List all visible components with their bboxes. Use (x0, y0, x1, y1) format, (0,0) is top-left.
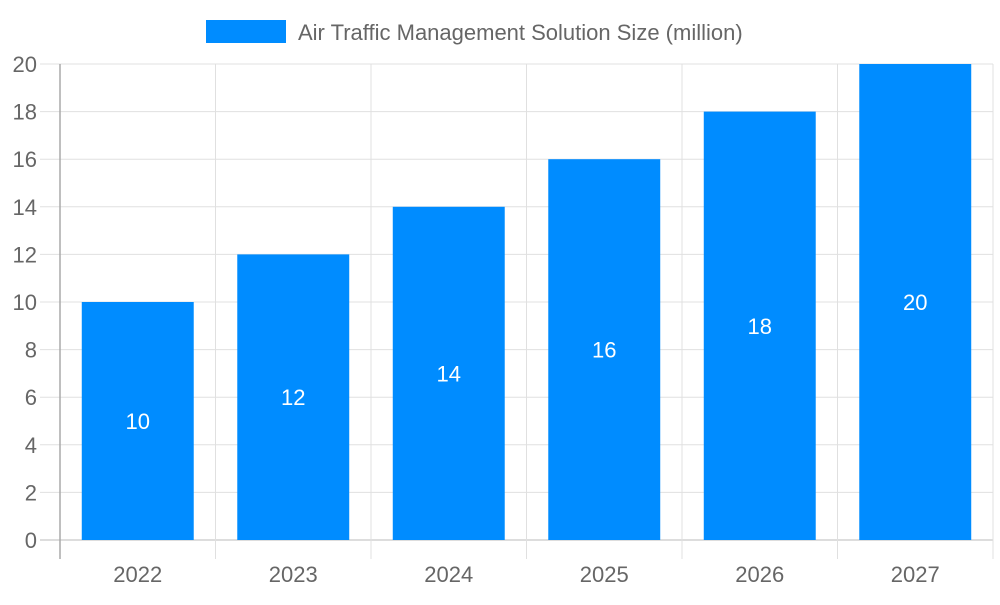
bar-2024 (392, 206, 505, 541)
legend-label: Air Traffic Management Solution Size (mi… (298, 20, 743, 45)
data-label: 16 (592, 338, 616, 363)
y-tick-label: 12 (13, 242, 37, 267)
x-tick-label: 2025 (580, 562, 629, 587)
y-tick-label: 10 (13, 290, 37, 315)
bar-2022 (81, 302, 194, 540)
y-tick-label: 6 (25, 385, 37, 410)
y-tick-label: 18 (13, 100, 37, 125)
bar-2025 (548, 159, 661, 540)
x-tick-label: 2023 (269, 562, 318, 587)
x-tick-label: 2024 (424, 562, 473, 587)
data-label: 20 (903, 290, 927, 315)
data-label: 12 (281, 385, 305, 410)
y-tick-label: 4 (25, 433, 37, 458)
y-tick-label: 16 (13, 147, 37, 172)
legend-swatch (206, 20, 286, 43)
y-tick-label: 2 (25, 480, 37, 505)
y-tick-label: 0 (25, 528, 37, 553)
data-label: 10 (126, 409, 150, 434)
y-tick-label: 20 (13, 52, 37, 77)
data-label: 18 (748, 314, 772, 339)
legend[interactable]: Air Traffic Management Solution Size (mi… (206, 20, 743, 45)
y-tick-label: 8 (25, 338, 37, 363)
bar-2023 (237, 254, 350, 540)
x-tick-label: 2022 (113, 562, 162, 587)
data-label: 14 (437, 361, 461, 386)
bar-2026 (703, 111, 816, 540)
y-tick-label: 14 (13, 195, 37, 220)
x-tick-label: 2027 (891, 562, 940, 587)
x-tick-label: 2026 (735, 562, 784, 587)
bars: 10 12 14 16 18 20 (81, 64, 972, 541)
grid (40, 63, 994, 559)
bar-2027 (859, 64, 972, 540)
